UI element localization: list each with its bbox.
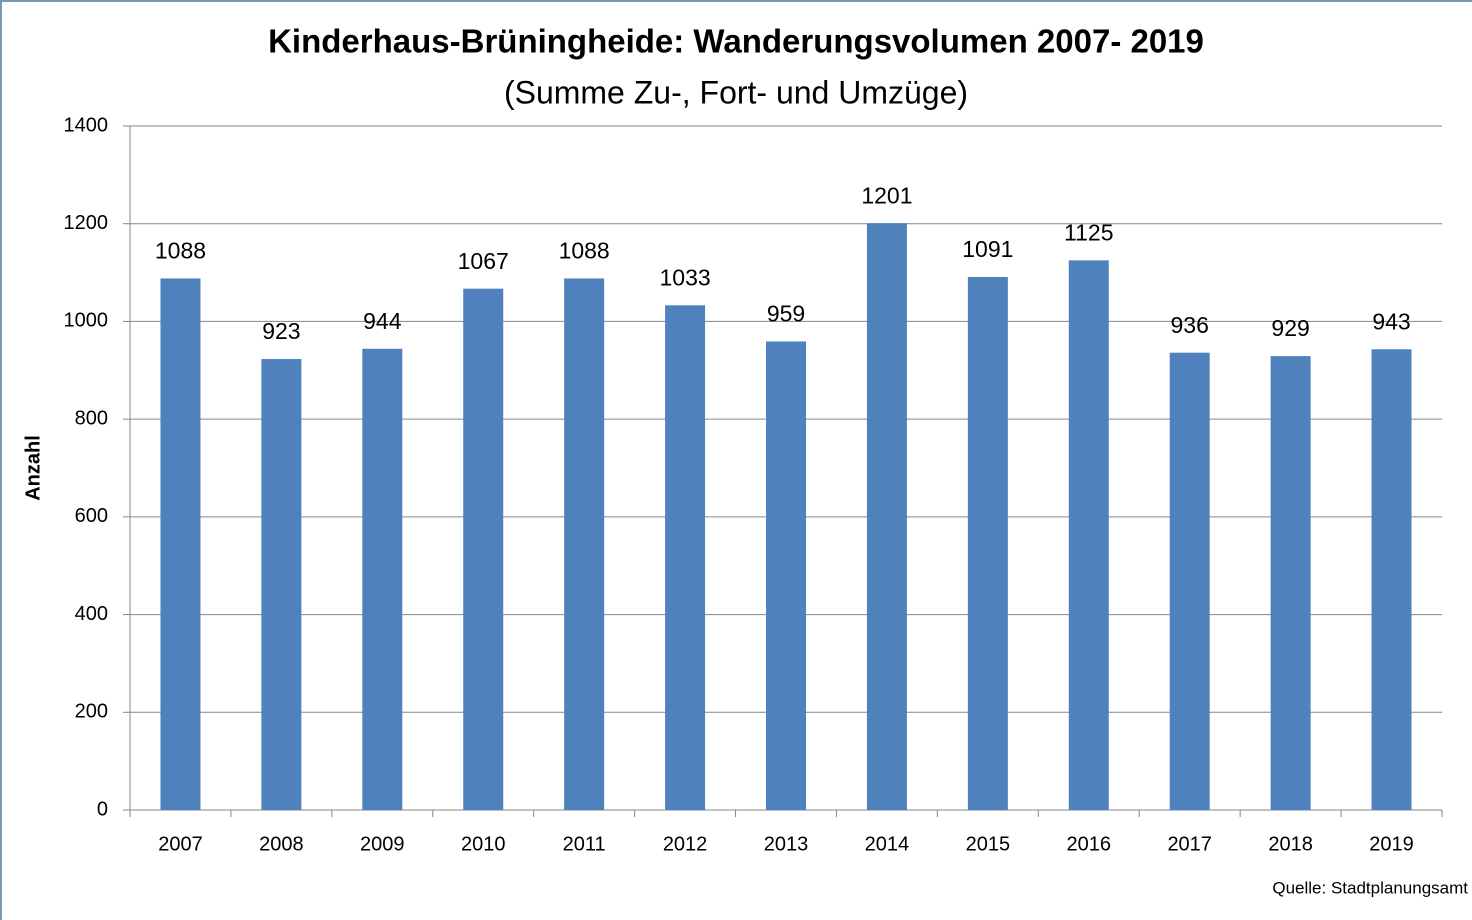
- y-tick-label: 1000: [64, 310, 109, 332]
- bar: [1169, 352, 1210, 810]
- bar: [1270, 356, 1311, 810]
- bar: [261, 359, 302, 810]
- x-tick-label: 2011: [563, 833, 606, 855]
- data-label: 929: [1271, 315, 1309, 341]
- data-label: 1088: [559, 238, 610, 264]
- data-label: 936: [1171, 312, 1209, 338]
- y-tick-label: 200: [75, 701, 108, 723]
- data-label: 1125: [1064, 219, 1113, 245]
- x-tick-label: 2007: [158, 833, 203, 855]
- x-tick-label: 2019: [1369, 833, 1414, 855]
- x-tick-label: 2017: [1167, 833, 1212, 855]
- y-tick-label: 1200: [64, 212, 109, 234]
- x-tick-label: 2013: [764, 833, 809, 855]
- chart-subtitle: (Summe Zu-, Fort- und Umzüge): [504, 74, 968, 110]
- y-tick-label: 800: [75, 407, 108, 429]
- bar: [866, 223, 907, 810]
- x-tick-label: 2009: [360, 833, 405, 855]
- data-label: 1067: [458, 248, 509, 274]
- bar: [1371, 349, 1412, 810]
- data-label: 1201: [861, 182, 912, 208]
- x-tick-label: 2018: [1268, 833, 1313, 855]
- bar: [463, 288, 504, 810]
- x-tick-label: 2010: [461, 833, 506, 855]
- x-tick-label: 2014: [865, 833, 910, 855]
- x-tick-label: 2016: [1067, 833, 1112, 855]
- data-label: 1091: [962, 236, 1013, 262]
- y-tick-label: 400: [75, 603, 108, 625]
- y-axis-label: Anzahl: [22, 435, 44, 501]
- bar: [160, 278, 201, 810]
- bar: [362, 348, 403, 810]
- bar: [665, 305, 706, 810]
- source-note: Quelle: Stadtplanungsamt: [1272, 878, 1468, 897]
- bar: [967, 276, 1008, 810]
- x-tick-label: 2008: [259, 833, 304, 855]
- chart-title: Kinderhaus-Brüningheide: Wanderungsvolum…: [268, 23, 1204, 60]
- data-label: 1033: [659, 264, 710, 290]
- y-tick-label: 1400: [64, 114, 109, 136]
- y-tick-label: 600: [75, 505, 108, 527]
- data-label: 1088: [155, 238, 206, 264]
- y-tick-label: 0: [97, 798, 108, 820]
- data-label: 944: [363, 308, 402, 334]
- x-tick-label: 2012: [663, 833, 708, 855]
- data-label: 923: [262, 318, 300, 344]
- bar: [1068, 260, 1109, 810]
- data-label: 959: [767, 301, 805, 327]
- x-tick-label: 2015: [966, 833, 1011, 855]
- data-label: 943: [1372, 308, 1410, 334]
- bar: [564, 278, 605, 810]
- bar: [766, 341, 806, 810]
